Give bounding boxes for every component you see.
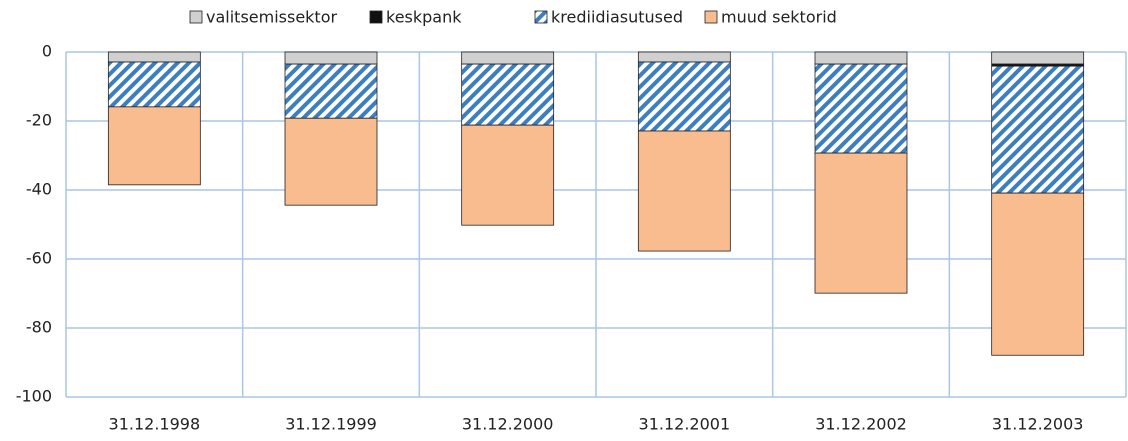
bar-segment — [284, 63, 378, 119]
x-tick-label: 31.12.2002 — [815, 415, 907, 434]
bar-segment — [814, 63, 908, 154]
bar-segment — [284, 51, 378, 65]
bar-segment — [461, 51, 555, 65]
y-tick-label: -60 — [26, 249, 52, 268]
bar-segment — [814, 152, 908, 294]
y-tick-label: -20 — [26, 111, 52, 130]
y-tick-label: -100 — [16, 387, 52, 406]
x-tick-label: 31.12.2003 — [992, 415, 1084, 434]
y-tick-label: -80 — [26, 318, 52, 337]
x-tick-label: 31.12.2000 — [462, 415, 554, 434]
bar-segment — [991, 51, 1085, 65]
legend-label: valitsemissektor — [206, 8, 337, 27]
legend-label: krediidiasutused — [551, 8, 683, 27]
bar-segment — [814, 51, 908, 65]
bar-segment — [107, 51, 201, 63]
legend-swatch — [704, 10, 718, 24]
bar-segment — [107, 61, 201, 108]
bar-segment — [991, 192, 1085, 356]
bar-segment — [461, 124, 555, 226]
bar-segment — [637, 61, 731, 132]
bar-segment — [107, 106, 201, 186]
bar-segment — [991, 65, 1085, 194]
x-tick-label: 31.12.2001 — [639, 415, 731, 434]
bar-segment — [637, 51, 731, 63]
y-tick-label: -40 — [26, 180, 52, 199]
legend-label: keskpank — [386, 8, 462, 27]
bar-segment — [637, 130, 731, 252]
x-tick-label: 31.12.1999 — [285, 415, 377, 434]
x-tick-label: 31.12.1998 — [109, 415, 201, 434]
y-tick-label: 0 — [42, 42, 52, 61]
legend-swatch — [189, 10, 203, 24]
legend-label: muud sektorid — [721, 8, 837, 27]
legend-swatch — [534, 10, 548, 24]
bar-segment — [284, 117, 378, 206]
bar-segment — [461, 63, 555, 126]
legend-swatch — [369, 10, 383, 24]
